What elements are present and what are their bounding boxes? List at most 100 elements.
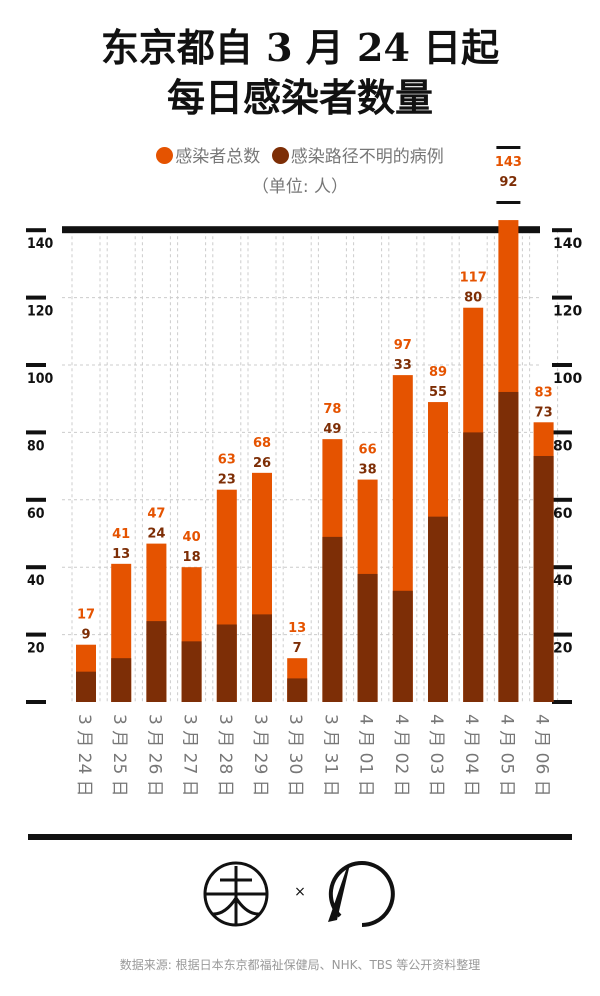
bar-unknown	[76, 671, 96, 702]
y-tick-left	[26, 363, 46, 367]
y-tick-left	[26, 497, 46, 502]
x-tick-label: 3 月 26 日	[144, 714, 164, 797]
data-label-total: 78	[323, 402, 341, 417]
y-tick-label-right: 140	[553, 236, 582, 252]
data-label-total: 68	[253, 436, 271, 451]
x-tick-label: 4 月 04 日	[461, 714, 481, 797]
y-tick-right	[552, 700, 572, 704]
data-label-total: 117	[460, 271, 487, 286]
legend-label-unknown: 感染路径不明的病例	[290, 147, 444, 167]
x-tick-label: 4 月 03 日	[426, 714, 446, 797]
legend-swatch-unknown	[271, 147, 289, 164]
legend-swatch-total	[156, 147, 174, 164]
bar-unknown	[146, 621, 167, 702]
data-label-unknown: 13	[112, 547, 130, 562]
data-label-unknown: 80	[464, 291, 482, 306]
y-tick-label-right: 40	[553, 573, 573, 589]
data-label-unknown: 55	[429, 385, 447, 400]
logo-times: ×	[294, 884, 306, 900]
x-tick-label: 3 月 29 日	[250, 714, 270, 797]
y-tick-right	[552, 363, 572, 367]
overflow-marker-top	[496, 146, 521, 149]
y-tick-label-left: 120	[27, 304, 54, 320]
overflow-marker-bottom	[496, 201, 521, 204]
x-tick-label: 4 月 05 日	[496, 714, 516, 797]
y-tick-label-right: 80	[553, 438, 573, 454]
data-label-unknown: 38	[359, 463, 377, 478]
data-label-unknown: 24	[147, 527, 165, 542]
data-label-total: 17	[77, 608, 95, 623]
data-label-unknown: 23	[218, 473, 236, 488]
y-tick-label-left: 140	[27, 236, 54, 252]
source-note: 数据来源: 根据日本东京都福祉保健局、NHK、TBS 等公开资料整理	[119, 958, 481, 972]
data-label-total: 89	[429, 365, 447, 380]
y-tick-right	[552, 565, 572, 570]
y-tick-right	[552, 295, 572, 300]
bar-unknown	[252, 614, 272, 702]
x-tick-label: 3 月 25 日	[109, 714, 129, 797]
y-tick-label-right: 120	[553, 304, 582, 320]
logo-right-icon	[328, 861, 395, 927]
data-label-total: 40	[183, 530, 201, 545]
data-label-unknown: 18	[183, 550, 201, 565]
y-tick-label-left: 20	[27, 641, 45, 657]
x-tick-label: 4 月 06 日	[532, 714, 552, 797]
legend: 感染者总数 感染路径不明的病例	[0, 142, 600, 167]
y-tick-right	[552, 497, 572, 502]
bar-unknown	[463, 432, 484, 702]
data-label-unknown: 33	[394, 358, 412, 373]
title-line-1: 东京都自 3 月 24 日起	[100, 25, 500, 70]
y-tick-right	[552, 632, 572, 637]
bar-unknown	[322, 536, 343, 702]
x-tick-label: 3 月 31 日	[320, 714, 340, 797]
bar-unknown	[111, 658, 132, 702]
title-line-2: 每日感染者数量	[166, 75, 433, 120]
y-tick-label-left: 100	[27, 371, 54, 387]
y-tick-left	[26, 565, 46, 570]
x-tick-label: 3 月 30 日	[285, 714, 305, 797]
data-label-total: 41	[112, 527, 130, 542]
data-label-total: 63	[218, 453, 236, 468]
y-tick-label-right: 20	[553, 641, 573, 657]
y-tick-label-left: 60	[27, 506, 45, 522]
y-tick-right	[552, 430, 572, 435]
y-tick-left	[26, 430, 46, 435]
bar-unknown	[533, 455, 554, 702]
y-tick-label-right: 100	[553, 371, 582, 387]
y-tick-label-left: 80	[27, 438, 45, 454]
data-label-unknown: 7	[293, 641, 302, 656]
data-label-unknown: 9	[81, 628, 90, 643]
data-label-total: 143	[495, 155, 522, 170]
y-tick-right	[552, 228, 572, 233]
y-tick-label-right: 60	[553, 506, 573, 522]
data-label-total: 97	[394, 338, 412, 353]
top-axis-line	[62, 226, 540, 234]
bar-unknown	[287, 678, 308, 702]
bar-unknown	[357, 573, 378, 702]
x-tick-label: 4 月 02 日	[391, 714, 411, 797]
x-tick-label: 3 月 24 日	[74, 714, 94, 797]
data-label-unknown: 92	[499, 175, 517, 190]
data-label-unknown: 73	[535, 405, 553, 420]
x-tick-label: 3 月 27 日	[180, 714, 200, 797]
data-label-total: 47	[147, 507, 165, 522]
x-tick-label: 4 月 01 日	[356, 714, 376, 797]
y-tick-left	[26, 295, 46, 300]
bar-unknown	[498, 391, 519, 702]
y-tick-left	[26, 632, 46, 637]
data-label-total: 83	[535, 385, 553, 400]
bar-unknown	[428, 516, 448, 702]
bar-unknown	[392, 590, 413, 702]
legend-label-total: 感染者总数	[175, 147, 261, 167]
x-tick-label: 3 月 28 日	[215, 714, 235, 797]
logo-left-icon	[203, 861, 269, 927]
y-tick-label-left: 40	[27, 573, 45, 589]
bottom-rule	[28, 834, 572, 840]
data-label-total: 13	[288, 621, 306, 636]
data-label-unknown: 49	[323, 422, 341, 437]
chart: 20 20 40 40 60 60 80 80 100 100 120 120 140 140 17 9 3 月…	[26, 146, 582, 840]
y-tick-left	[26, 228, 46, 233]
unit-label: （单位: 人）	[251, 177, 349, 197]
bar-unknown	[181, 641, 202, 702]
y-tick-left	[26, 700, 46, 704]
